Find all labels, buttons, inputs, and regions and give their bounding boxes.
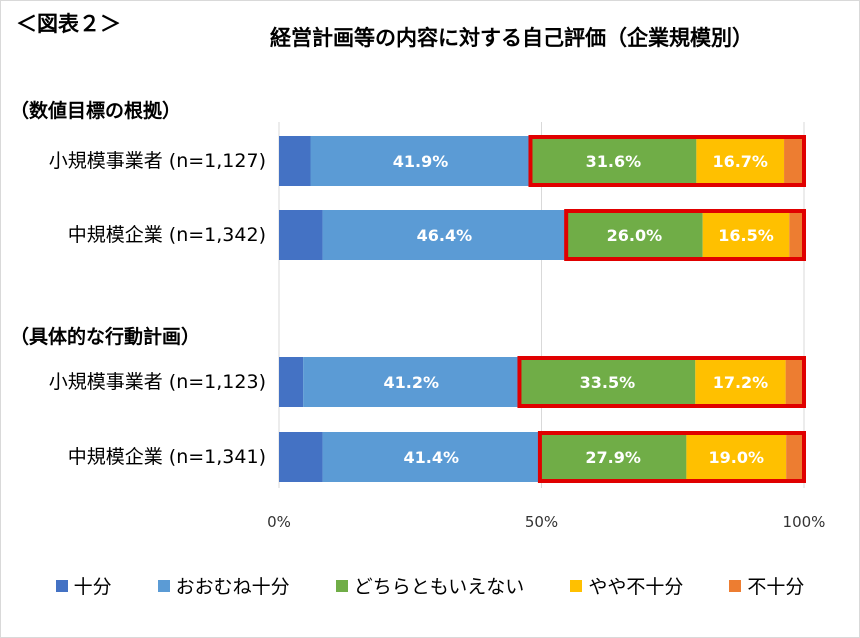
bar-segment xyxy=(786,432,804,482)
data-label: 41.4% xyxy=(403,448,459,467)
legend-label: おおむね十分 xyxy=(175,576,290,598)
row-label: 小規模事業者 (n=1,127) xyxy=(48,150,266,172)
legend-item: やや不十分 xyxy=(570,572,683,599)
legend-swatch xyxy=(570,579,583,592)
highlight-box xyxy=(528,135,806,187)
bar-segment xyxy=(566,210,703,260)
bar-segment xyxy=(322,432,540,482)
data-label: 27.9% xyxy=(585,448,641,467)
bar-segment xyxy=(539,432,687,482)
data-label: 33.5% xyxy=(580,373,636,392)
legend-label: やや不十分 xyxy=(588,576,684,598)
legend-item: どちらともいえない xyxy=(335,572,525,599)
data-label: 31.6% xyxy=(586,152,642,171)
legend-label: 不十分 xyxy=(747,576,805,598)
x-tick-label: 0% xyxy=(267,513,291,531)
chart-title: 経営計画等の内容に対する自己評価（企業規模別） xyxy=(270,26,753,50)
group-label-action-plan: （具体的な行動計画） xyxy=(10,326,201,348)
bar-segment xyxy=(686,432,787,482)
legend-item: 十分 xyxy=(55,572,112,599)
bar-segment xyxy=(279,357,304,407)
data-label: 16.7% xyxy=(712,152,768,171)
data-label: 41.2% xyxy=(384,373,440,392)
bar-segment xyxy=(279,136,311,186)
row-label: 中規模企業 (n=1,342) xyxy=(67,224,266,246)
bar-segment xyxy=(303,357,520,407)
highlight-box xyxy=(517,356,806,408)
row-label: 小規模事業者 (n=1,123) xyxy=(48,371,266,393)
data-label: 46.4% xyxy=(417,226,473,245)
figure-label: ＜図表２＞ xyxy=(16,12,121,36)
highlight-box xyxy=(564,209,806,261)
data-label: 17.2% xyxy=(713,373,769,392)
bar-segment xyxy=(784,136,804,186)
data-label: 16.5% xyxy=(718,226,774,245)
legend-item: 不十分 xyxy=(729,572,804,599)
bar-segment xyxy=(530,136,697,186)
row-label: 中規模企業 (n=1,341) xyxy=(67,446,266,468)
bar-segment xyxy=(310,136,531,186)
bar-segment xyxy=(279,432,323,482)
legend-label: どちらともいえない xyxy=(353,576,525,598)
legend: 十分 おおむね十分 どちらともいえない やや不十分 不十分 xyxy=(0,572,860,599)
legend-swatch xyxy=(729,579,742,592)
legend-swatch xyxy=(335,579,348,592)
data-label: 41.9% xyxy=(393,152,449,171)
bar-segment xyxy=(785,357,804,407)
bar-segment xyxy=(519,357,696,407)
x-tick-label: 100% xyxy=(783,513,826,531)
legend-swatch xyxy=(157,579,170,592)
data-label: 26.0% xyxy=(607,226,663,245)
bar-segment xyxy=(695,357,786,407)
legend-item: おおむね十分 xyxy=(157,572,290,599)
bar-segment xyxy=(702,210,790,260)
legend-label: 十分 xyxy=(73,576,112,598)
data-label: 19.0% xyxy=(709,448,765,467)
bar-segment xyxy=(696,136,785,186)
legend-swatch xyxy=(55,579,68,592)
highlight-box xyxy=(537,431,806,483)
group-label-numeric-targets: （数値目標の根拠） xyxy=(10,100,182,122)
x-tick-label: 50% xyxy=(525,513,558,531)
bar-segment xyxy=(279,210,323,260)
bar-segment xyxy=(789,210,804,260)
bar-segment xyxy=(322,210,567,260)
